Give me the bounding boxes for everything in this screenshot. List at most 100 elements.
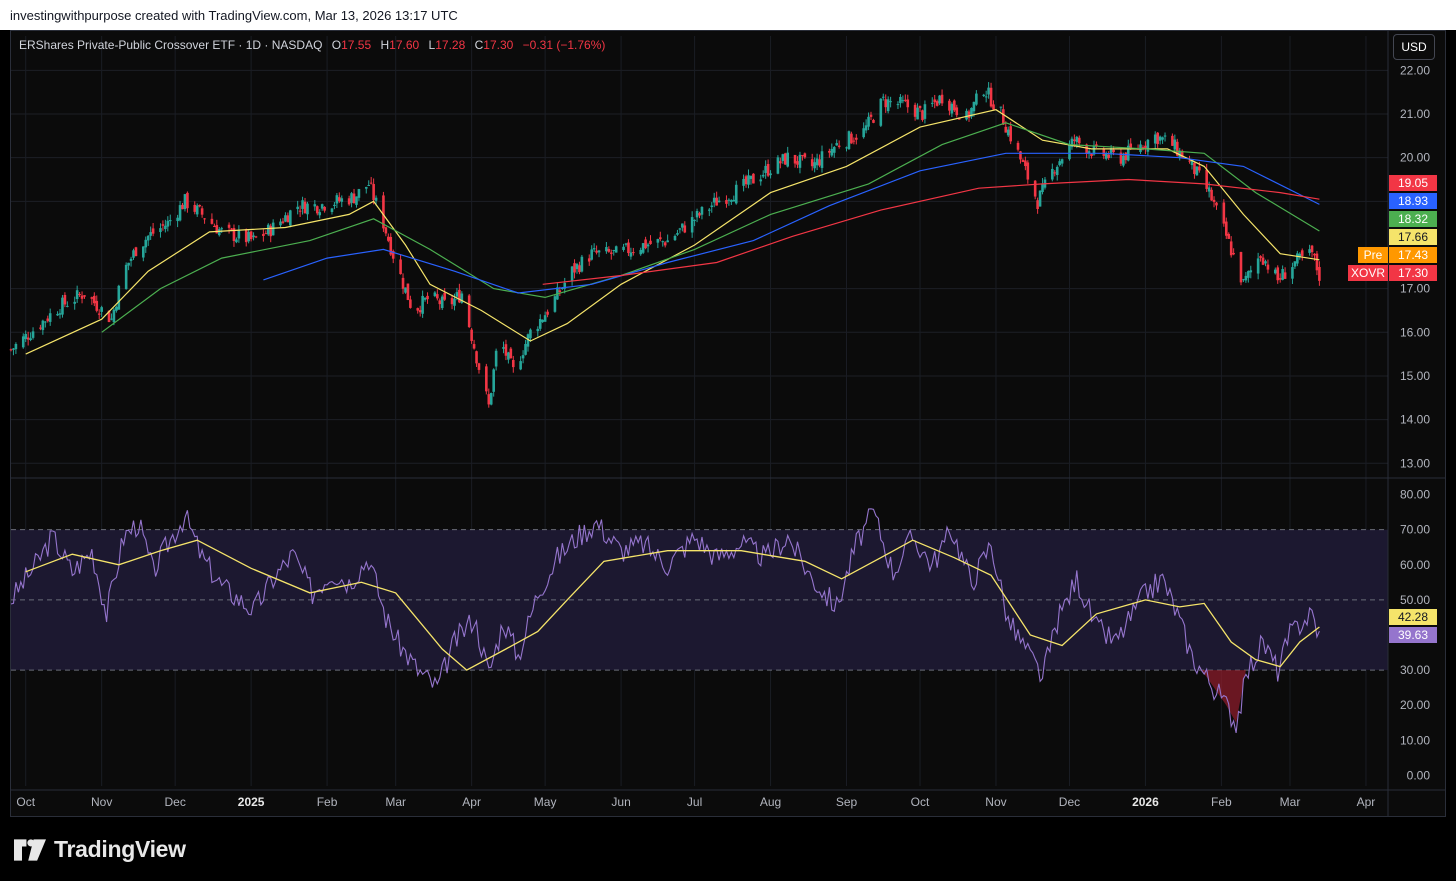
candle-body [21,336,25,348]
candle [629,247,633,260]
axes: 22.0021.0020.0019.0017.0016.0015.0014.00… [11,30,1445,816]
price-tag-box [1389,211,1437,227]
candle-body [855,137,858,140]
candle [896,101,900,110]
candle [764,160,767,179]
candle-body [560,288,564,290]
candle-body [1087,151,1091,154]
candle-body [1158,136,1162,141]
time-tick-label: May [534,795,557,809]
candle-body [144,239,148,248]
candle [1239,251,1243,286]
candle [1006,126,1010,138]
candle-body [801,155,804,157]
candle [195,203,199,217]
candle [1318,261,1321,286]
candle-body [1141,147,1145,149]
candle-body [793,154,797,164]
candle-body [1144,145,1147,148]
candle [296,200,299,215]
candle [1249,265,1253,279]
candle-body [213,226,216,228]
candle [698,211,701,219]
candle-body [296,206,299,210]
tradingview-brand[interactable]: TradingView [14,836,186,863]
candle [357,188,361,201]
candle-body [776,157,780,174]
candle [264,230,268,235]
candle-body [340,198,344,202]
candle [26,331,30,346]
candle-body [815,158,819,166]
currency-button[interactable]: USD [1393,34,1435,60]
candle-body [315,206,319,214]
price-tick-label: 22.00 [1400,63,1430,77]
candle [715,191,718,206]
candle-body [744,176,748,185]
candle-body [830,148,834,156]
candle [835,139,839,146]
price-tag-name: Pre [1364,248,1383,262]
candle [1126,139,1130,162]
candle [436,289,439,301]
candle [855,134,858,145]
candle [1107,151,1110,160]
candle-body [330,208,334,212]
candle [543,311,547,322]
candle-body [984,96,988,98]
candle-body [1090,153,1093,157]
candle [828,148,831,158]
candle-body [352,193,356,204]
symbol-legend[interactable]: ERShares Private-Public Crossover ETF · … [19,38,605,52]
candle [193,201,197,215]
candle [440,294,444,310]
candle-body [752,173,755,184]
candle-body [644,239,647,249]
candle-body [1229,241,1233,256]
candle [982,93,986,97]
candle [183,193,187,212]
candle [63,292,67,308]
attribution-bar: investingwithpurpose created with Tradin… [0,0,1456,30]
open-label: O [331,38,342,52]
candle [100,305,103,317]
candle-body [725,200,728,204]
candle-body [306,203,309,215]
candle-body [700,206,704,215]
candle-body [475,351,478,364]
candle [364,186,368,194]
time-tick-label: 2026 [1132,795,1159,809]
candle-body [1210,189,1213,201]
candle-body [592,248,596,250]
candle-body [1112,149,1115,153]
candle [970,107,973,119]
candle [487,388,491,408]
candle-body [573,263,576,273]
candle-body [453,298,456,306]
candle [443,288,446,301]
candle-body [884,99,888,108]
candle-body [41,320,45,331]
rsi-ma-line [25,539,1320,671]
time-tick-label: Mar [385,795,406,809]
candle-body [904,99,907,101]
candle [710,202,714,213]
candle [820,145,824,173]
candle [1273,267,1277,275]
candle [950,102,954,117]
time-tick-label: Oct [16,795,35,809]
candle [470,327,473,344]
time-tick-label: Oct [911,795,930,809]
candle-body [1173,139,1177,150]
candle [742,174,745,192]
candle [492,368,495,397]
candle [198,204,201,208]
candle [580,254,584,273]
candle-body [63,294,67,305]
candle-body [1073,139,1076,142]
candle [48,308,52,326]
candle [761,170,765,179]
candle-body [948,100,951,111]
time-tick-label: Mar [1280,795,1301,809]
